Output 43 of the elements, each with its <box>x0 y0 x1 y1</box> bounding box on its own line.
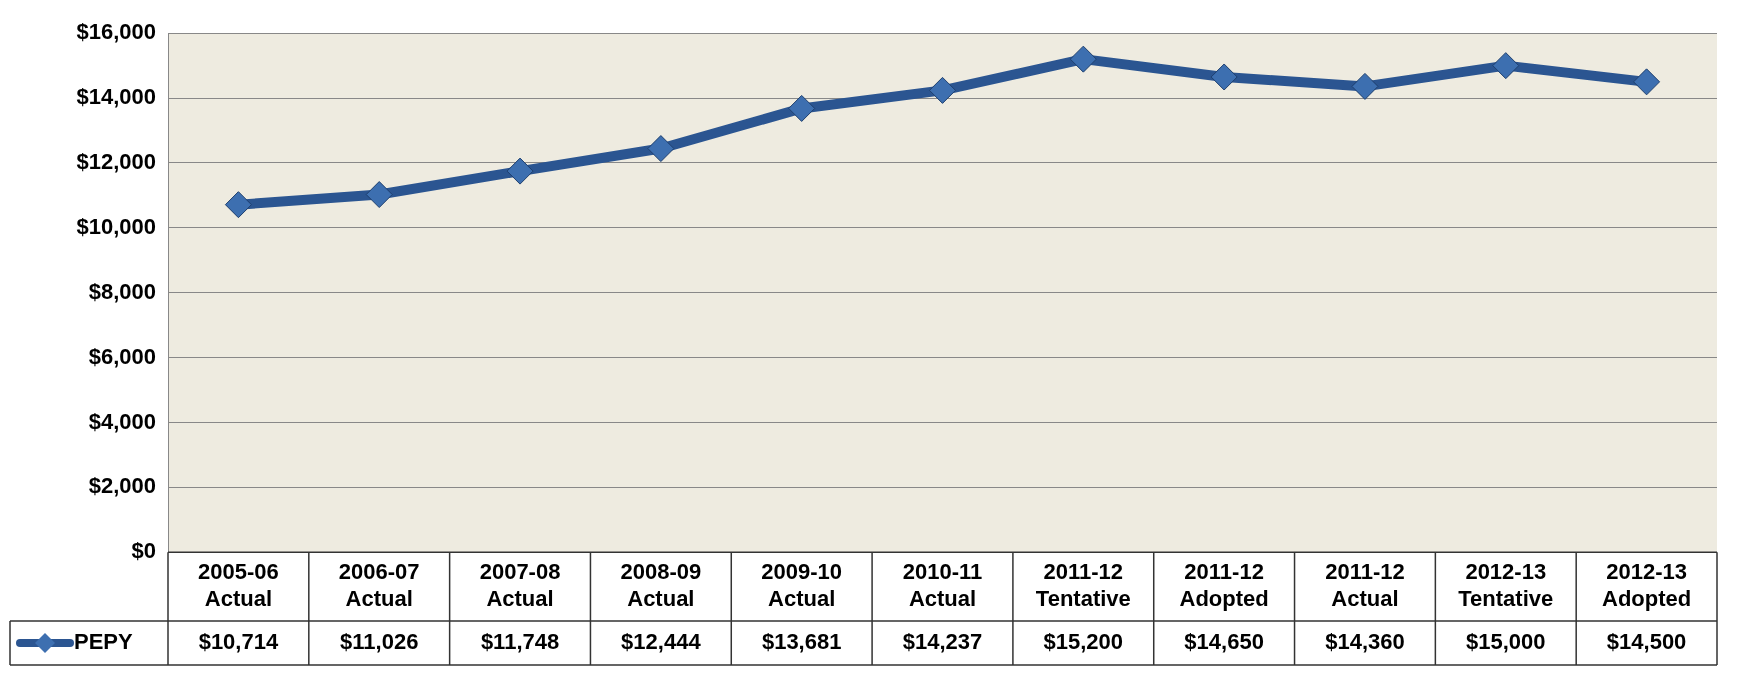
x-tick-label: 2005-06 Actual <box>198 559 279 611</box>
y-tick-label: $10,000 <box>76 213 156 239</box>
x-tick-label: 2011-12 Actual <box>1325 559 1405 611</box>
x-tick-label: 2010-11 Actual <box>902 559 983 611</box>
x-tick-label: 2007-08 Actual <box>479 559 561 611</box>
x-tick-label: 2012-13 Adopted <box>1601 559 1692 611</box>
data-label: $11,026 <box>340 629 419 655</box>
data-label: $14,650 <box>1184 629 1264 655</box>
x-tick-label: 2012-13 Tentative <box>1458 559 1554 611</box>
point <box>647 135 675 163</box>
y-tick-label: $12,000 <box>76 149 156 175</box>
y-tick-label: $16,000 <box>76 19 156 45</box>
point <box>929 76 956 104</box>
data-label: $14,237 <box>902 629 983 655</box>
point <box>1633 68 1661 96</box>
legend-label: PEPY <box>74 629 134 655</box>
point <box>788 94 816 122</box>
data-label: $15,200 <box>1043 629 1124 655</box>
y-tick-label: $14,000 <box>76 84 156 110</box>
data-label: $13,681 <box>761 629 842 655</box>
y-tick-label: $0 <box>131 538 156 564</box>
x-tick-label: 2006-07 Actual <box>338 559 420 611</box>
point <box>506 157 534 185</box>
point <box>1210 63 1238 91</box>
point <box>224 191 252 219</box>
x-tick-label: 2011-12 Adopted <box>1179 559 1269 611</box>
data-label: $15,000 <box>1466 629 1546 655</box>
point <box>365 181 393 209</box>
data-label: $11,748 <box>480 629 560 655</box>
data-label: $14,360 <box>1325 629 1405 655</box>
point <box>1351 72 1379 100</box>
y-tick-label: $6,000 <box>88 343 156 369</box>
data-label: $14,500 <box>1606 629 1687 655</box>
point <box>1492 52 1520 80</box>
x-tick-label: 2011-12 Tentative <box>1035 559 1131 611</box>
x-tick-label: 2008-09 Actual <box>620 559 702 611</box>
y-tick-label: $8,000 <box>88 278 156 304</box>
x-tick-label: 2009-10 Actual <box>761 559 843 611</box>
data-label: $12,444 <box>621 629 702 655</box>
data-label: $10,714 <box>198 629 279 655</box>
point <box>1069 45 1097 73</box>
y-tick-label: $2,000 <box>88 473 156 499</box>
y-tick-label: $4,000 <box>88 408 156 434</box>
